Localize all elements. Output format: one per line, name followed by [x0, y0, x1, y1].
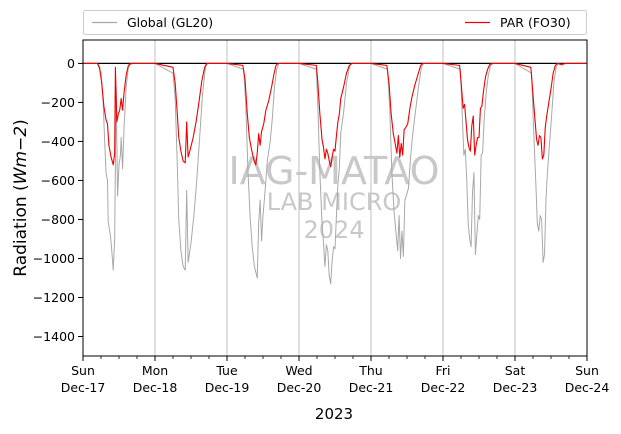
grid-lines	[154, 40, 516, 356]
x-axis-ticks: Sun Dec-17 Mon Dec-18 Tue Dec-19 Wed Dec-20 Thu D…	[61, 356, 610, 395]
x-tick-label-day: Sat	[505, 363, 526, 378]
series-line-par	[83, 62, 587, 168]
plot-area: IAG-MATAO LAB MICRO 2024	[82, 39, 588, 357]
series-line-global	[83, 62, 587, 285]
watermark: IAG-MATAO LAB MICRO 2024	[228, 149, 439, 244]
x-axis-label: 2023	[315, 405, 353, 423]
legend-label-par: PAR (FO30)	[500, 15, 571, 30]
x-tick-label-date: Dec-19	[205, 380, 250, 395]
y-tick-label: −1200	[33, 290, 75, 305]
watermark-line-2: LAB MICRO	[267, 188, 402, 216]
x-tick-label-date: Dec-24	[565, 380, 610, 395]
y-tick-label: −1000	[33, 251, 75, 266]
x-tick-label-date: Dec-20	[277, 380, 322, 395]
x-tick-label-day: Sun	[575, 363, 599, 378]
y-axis-ticks: 0 −200 −400 −600 −800 −1000 −1200 −1400	[33, 56, 83, 344]
legend-box	[83, 10, 587, 35]
legend-label-global: Global (GL20)	[127, 15, 213, 30]
x-tick-label-date: Dec-17	[61, 380, 106, 395]
y-tick-label: −200	[41, 95, 75, 110]
y-axis-label: Radiation (Wm−2)	[11, 119, 31, 276]
x-tick-label-date: Dec-21	[349, 380, 394, 395]
y-tick-label: −400	[41, 134, 75, 149]
y-tick-label: −1400	[33, 329, 75, 344]
watermark-line-1: IAG-MATAO	[228, 149, 439, 193]
x-tick-label-date: Dec-18	[133, 380, 178, 395]
x-tick-label-day: Fri	[436, 363, 451, 378]
y-tick-label: −600	[41, 173, 75, 188]
x-tick-label-day: Tue	[215, 363, 238, 378]
y-tick-label: −800	[41, 212, 75, 227]
watermark-line-3: 2024	[303, 216, 364, 244]
x-tick-label-day: Sun	[71, 363, 95, 378]
x-tick-label-day: Wed	[285, 363, 312, 378]
x-tick-label-day: Mon	[142, 363, 168, 378]
series-layer	[83, 62, 587, 285]
y-tick-label: 0	[67, 56, 75, 71]
x-tick-label-day: Thu	[358, 363, 382, 378]
x-tick-label-date: Dec-22	[421, 380, 466, 395]
x-tick-label-date: Dec-23	[493, 380, 538, 395]
